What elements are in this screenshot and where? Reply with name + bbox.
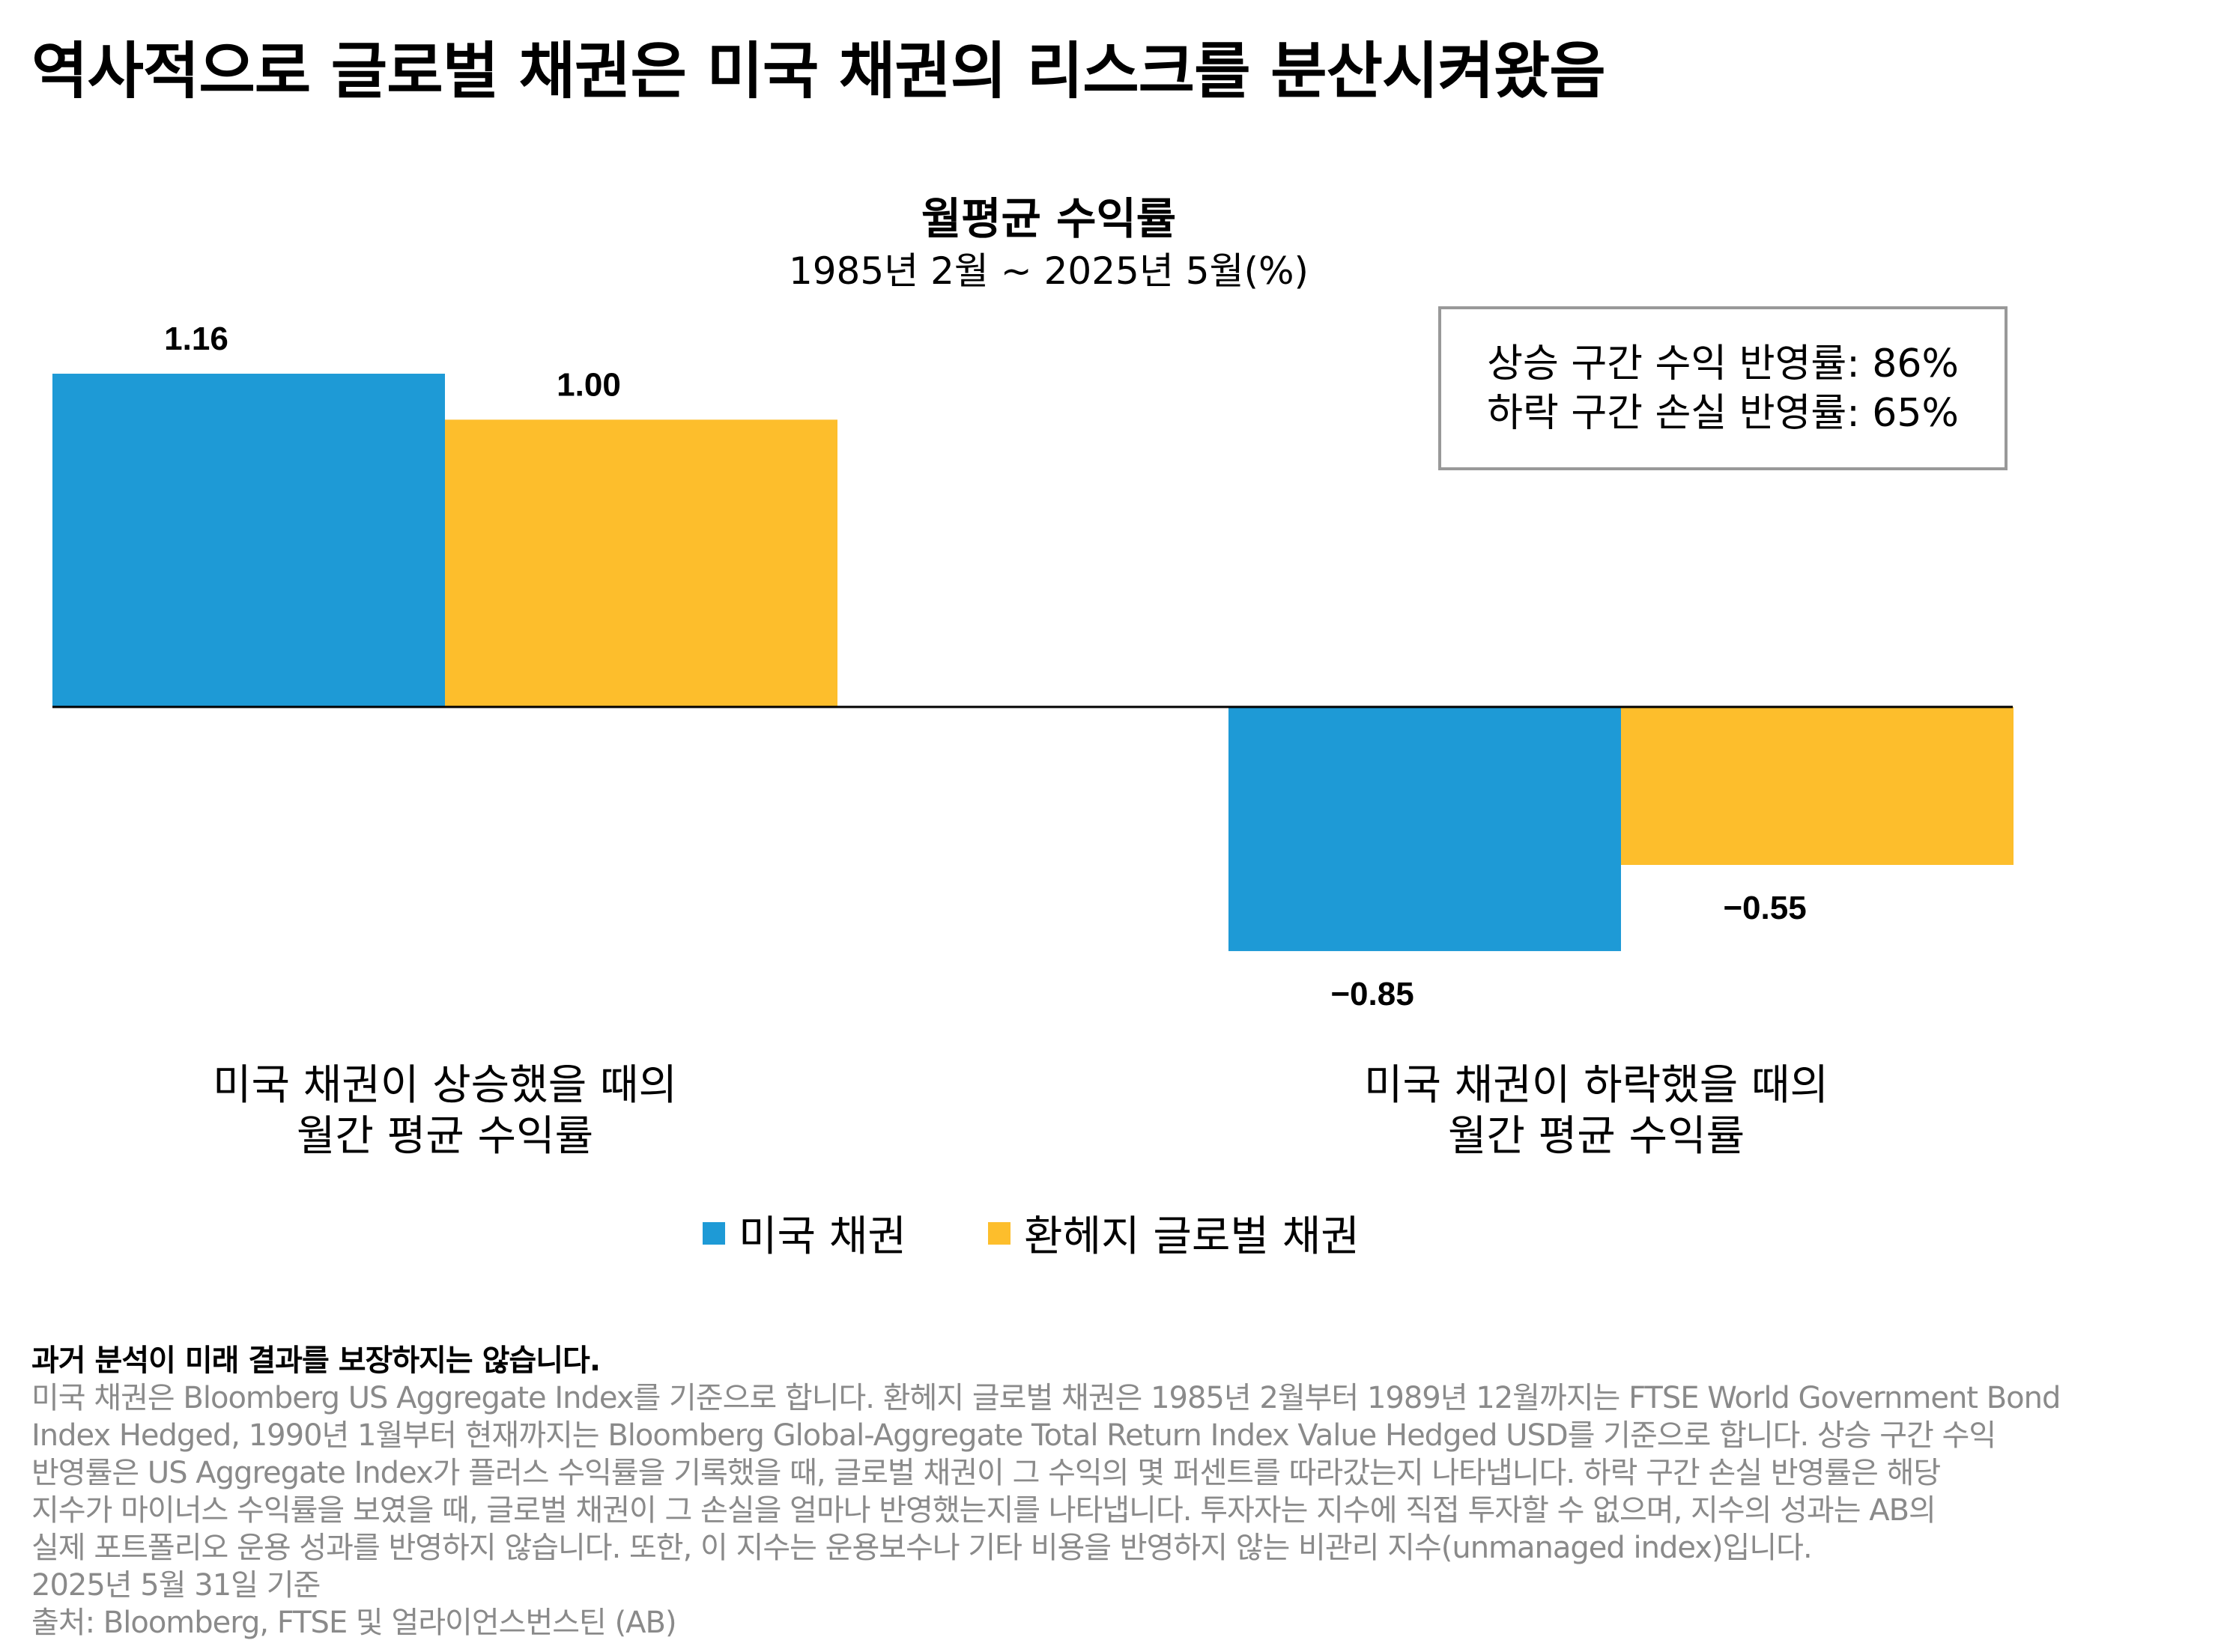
category-label-line: 미국 채권이 하락했을 때의: [1363, 1061, 1829, 1110]
footnote-line: 실제 포트폴리오 운용 성과를 반영하지 않습니다. 또한, 이 지수는 운용보…: [31, 1531, 1813, 1565]
footnote-line: Index Hedged, 1990년 1월부터 현재까지는 Bloomberg…: [31, 1418, 1996, 1453]
legend-label: 미국 채권: [739, 1212, 906, 1261]
data-label: −0.55: [1723, 890, 1806, 926]
category-label-down: 미국 채권이 하락했을 때의 월간 평균 수익률: [1222, 1060, 1971, 1162]
legend-item-us-bonds: 미국 채권: [703, 1203, 906, 1263]
data-label: 1.16: [164, 321, 228, 357]
legend-swatch: [988, 1221, 1011, 1245]
bar: [445, 419, 837, 707]
bar-chart: 1.16 −0.85 1.00 −0.55: [52, 321, 2014, 1012]
footnote-line: 출처: Bloomberg, FTSE 및 얼라이언스번스틴 (AB): [31, 1606, 677, 1640]
footnote-line: 미국 채권은 Bloomberg US Aggregate Index를 기준으…: [31, 1381, 2061, 1415]
category-label-line: 월간 평균 수익률: [296, 1112, 594, 1161]
downside-capture-text: 하락 구간 손실 반영률: 65%: [1487, 390, 1959, 436]
footnote-line: 지수가 마이너스 수익률을 보였을 때, 글로벌 채권이 그 손실을 얼마나 반…: [31, 1493, 1936, 1528]
chart-title: 월평균 수익률: [921, 193, 1177, 244]
disclaimer-heading: 과거 분석이 미래 결과를 보장하지는 않습니다.: [31, 1343, 601, 1378]
bar: [1228, 707, 1621, 952]
category-label-up: 미국 채권이 상승했을 때의 월간 평균 수익률: [70, 1060, 819, 1162]
data-label: −0.85: [1330, 976, 1414, 1012]
legend-label: 환헤지 글로벌 채권: [1024, 1212, 1360, 1261]
upside-capture-text: 상승 구간 수익 반영률: 86%: [1487, 341, 1959, 386]
data-label: 1.00: [557, 366, 621, 403]
legend-item-global-bonds: 환헤지 글로벌 채권: [988, 1203, 1360, 1263]
category-label-line: 월간 평균 수익률: [1447, 1112, 1745, 1161]
bar: [1621, 707, 2014, 865]
page-title: 역사적으로 글로벌 채권은 미국 채권의 리스크를 분산시켜왔음: [31, 36, 1606, 107]
footnote-line: 2025년 5월 31일 기준: [31, 1568, 321, 1603]
bar: [52, 374, 445, 707]
capture-ratio-box: 상승 구간 수익 반영률: 86% 하락 구간 손실 반영률: 65%: [1438, 306, 2008, 470]
category-label-line: 미국 채권이 상승했을 때의: [212, 1061, 678, 1110]
legend-swatch: [703, 1221, 725, 1245]
footnote-line: 반영률은 US Aggregate Index가 플러스 수익률을 기록했을 때…: [31, 1456, 1941, 1490]
chart-subtitle: 1985년 2월 ~ 2025년 5월(%): [788, 249, 1309, 293]
